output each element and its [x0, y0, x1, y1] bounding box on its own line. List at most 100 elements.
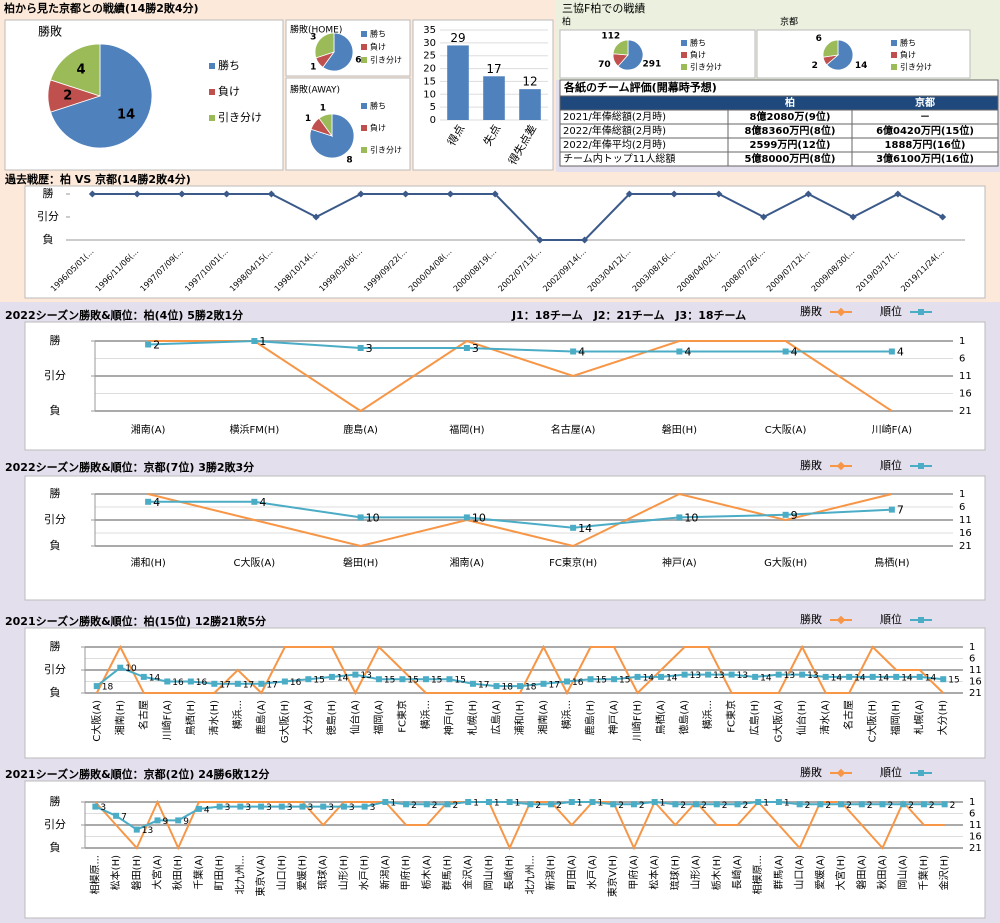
data-label: 3	[366, 342, 373, 355]
marker	[382, 799, 389, 805]
legend-marker	[918, 463, 924, 469]
x-tick-label: FC東京	[395, 700, 408, 733]
marker	[799, 671, 806, 678]
data-label: 17	[486, 62, 501, 76]
marker	[940, 676, 947, 683]
line	[95, 644, 944, 696]
marker	[491, 190, 499, 198]
table-cell-text: 6億0420万円(15位)	[876, 124, 974, 137]
marker	[570, 348, 577, 355]
line	[94, 799, 945, 851]
data-label: 29	[450, 31, 465, 45]
line	[148, 339, 893, 413]
legend-label: 勝敗	[800, 612, 822, 626]
marker	[485, 799, 492, 805]
table-cell-text: 2021/年俸総額(2月時)	[563, 110, 666, 123]
x-tick-label: FC東京	[725, 700, 738, 733]
data-label: 9	[791, 509, 798, 522]
data-label: 13	[807, 671, 818, 681]
x-tick-label: C大阪(A)	[90, 700, 103, 742]
x-tick-label: 鹿島(A)	[254, 700, 267, 735]
data-label: 2	[812, 61, 818, 71]
marker	[133, 190, 141, 198]
marker	[223, 190, 231, 198]
marker	[916, 673, 923, 680]
x-tick-label: 秋田(H)	[171, 855, 184, 890]
x-tick-label: 大分(H)	[936, 700, 949, 735]
marker	[357, 514, 364, 521]
x-tick-label: 町田(A)	[567, 855, 578, 890]
data-label: 18	[102, 683, 114, 693]
y-tick-label: 5	[430, 102, 436, 113]
pie-slice	[612, 39, 629, 56]
data-label: 14	[117, 107, 135, 122]
marker	[216, 803, 223, 810]
marker	[463, 514, 470, 521]
x-tick-label: 東京V(H)	[606, 855, 619, 897]
data-label: 18	[525, 683, 537, 693]
data-label: 2	[805, 801, 811, 811]
data-label: 4	[204, 805, 210, 815]
legend-marker	[918, 617, 924, 623]
x-tick-label: 横浜...	[419, 700, 432, 730]
legend-label: 勝ち	[690, 38, 706, 48]
x-tick-label: 横浜...	[701, 700, 714, 730]
x-tick-label: 磐田(H)	[662, 423, 697, 436]
data-label: 17	[549, 680, 560, 690]
x-tick-label: 岡山(H)	[483, 855, 495, 890]
table-header: 柏	[785, 96, 795, 109]
x-tick-label: 福岡(H)	[889, 700, 902, 735]
pie-slice	[50, 43, 101, 97]
x-tick-label: 鹿島(H)	[584, 700, 597, 735]
x-tick-label: 松本(A)	[648, 855, 661, 890]
x-tick-label: 仙台(H)	[795, 700, 808, 735]
pie-slice	[617, 39, 644, 71]
data-label: 14	[925, 673, 937, 683]
marker	[581, 236, 589, 244]
data-label: 13	[690, 671, 701, 681]
marker	[651, 799, 658, 805]
marker	[357, 190, 365, 198]
pie-slice	[826, 39, 854, 71]
data-label: 17	[219, 680, 230, 690]
data-label: 1	[763, 799, 769, 809]
y-tick-label: 引分	[37, 209, 59, 223]
x-tick-label: 琉球(A)	[316, 855, 329, 890]
legend-marker	[918, 309, 924, 315]
panel	[756, 29, 971, 79]
x-tick-label: 甲府(H)	[399, 855, 412, 890]
marker	[320, 803, 327, 810]
data-label: 1	[310, 63, 316, 73]
marker	[493, 683, 500, 690]
x-tick-label: 愛媛(H)	[296, 855, 309, 890]
legend-label: 負け	[370, 123, 386, 133]
y2-tick-label: 1	[969, 642, 975, 653]
data-label: 14	[666, 673, 678, 683]
data-label: 3	[100, 803, 106, 813]
data-label: 14	[878, 673, 890, 683]
x-tick-label: 千葉(A)	[192, 855, 205, 890]
marker	[693, 801, 700, 808]
data-label: 14	[337, 673, 349, 683]
legend-label: 順位	[880, 765, 902, 779]
x-tick-label: 北九州...	[234, 855, 246, 895]
marker	[822, 673, 829, 680]
data-label: 17	[266, 680, 277, 690]
data-label: 3	[225, 803, 231, 813]
data-label: 17	[478, 680, 489, 690]
marker	[705, 671, 712, 678]
marker	[328, 673, 335, 680]
data-label: 2	[639, 801, 645, 811]
marker	[540, 680, 547, 687]
x-tick-label: 秋田(A)	[876, 855, 889, 890]
marker	[715, 190, 723, 198]
x-tick-label: C大阪(H)	[866, 700, 879, 742]
y-tick-label: 15	[423, 76, 436, 87]
marker	[234, 680, 241, 687]
data-label: 18	[501, 683, 513, 693]
data-label: 1	[660, 799, 666, 809]
table-cell	[851, 151, 999, 167]
data-label: 1	[320, 103, 326, 113]
marker	[258, 680, 265, 687]
